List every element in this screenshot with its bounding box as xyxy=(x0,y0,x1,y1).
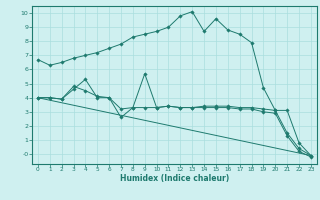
X-axis label: Humidex (Indice chaleur): Humidex (Indice chaleur) xyxy=(120,174,229,183)
